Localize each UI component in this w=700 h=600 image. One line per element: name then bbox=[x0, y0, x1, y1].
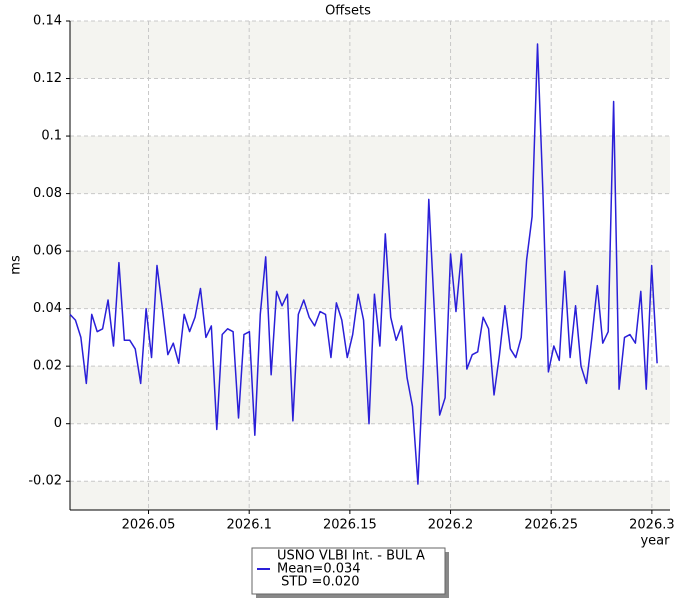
data-line bbox=[69, 43, 658, 485]
x-tick-label: 2026.25 bbox=[524, 518, 578, 533]
x-tick-label: 2026.2 bbox=[428, 518, 474, 533]
plot-band bbox=[70, 21, 670, 79]
y-tick-label: 0.08 bbox=[33, 186, 62, 201]
legend-stat: Mean=0.034 bbox=[277, 562, 361, 577]
chart-title: Offsets bbox=[325, 4, 371, 19]
legend-stat: STD =0.020 bbox=[277, 575, 360, 590]
plot-band bbox=[70, 251, 670, 309]
x-tick-label: 2026.3 bbox=[629, 518, 675, 533]
x-axis-label: year bbox=[640, 534, 670, 549]
plot-band bbox=[70, 481, 670, 510]
y-tick-label: 0.02 bbox=[33, 359, 62, 374]
y-tick-label: 0.04 bbox=[33, 301, 62, 316]
legend-label: USNO VLBI Int. - BUL A bbox=[277, 549, 425, 564]
x-tick-label: 2026.1 bbox=[226, 518, 272, 533]
x-tick-label: 2026.05 bbox=[122, 518, 176, 533]
y-tick-label: 0.06 bbox=[33, 244, 62, 259]
y-tick-label: 0.14 bbox=[33, 14, 62, 29]
y-tick-label: -0.02 bbox=[28, 474, 62, 489]
y-tick-label: 0.12 bbox=[33, 71, 62, 86]
y-tick-label: 0 bbox=[54, 416, 62, 431]
y-tick-label: 0.1 bbox=[41, 129, 62, 144]
legend: USNO VLBI Int. - BUL A Mean=0.034 STD =0… bbox=[251, 547, 449, 598]
legend-box bbox=[251, 547, 446, 595]
x-tick-label: 2026.15 bbox=[323, 518, 377, 533]
y-axis-label: ms bbox=[9, 255, 24, 275]
plot-band bbox=[70, 136, 670, 194]
